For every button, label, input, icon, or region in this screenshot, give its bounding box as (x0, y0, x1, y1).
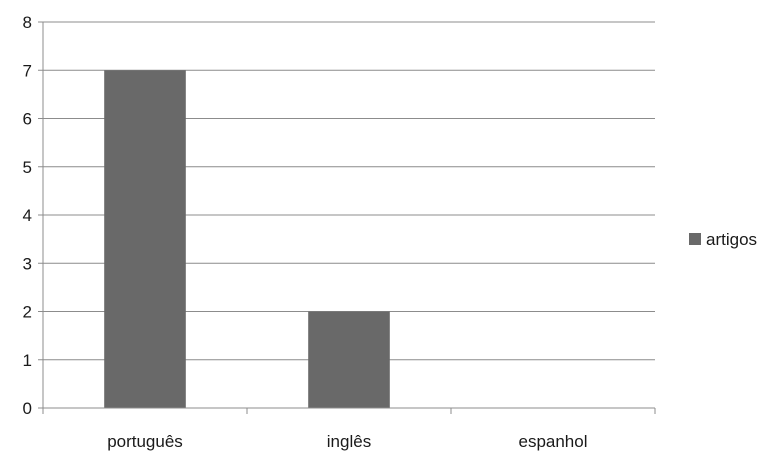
legend-swatch-artigos (689, 233, 701, 245)
y-tick-labels: 0 1 2 3 4 5 6 7 8 (23, 13, 32, 418)
y-tick-label: 2 (23, 303, 32, 322)
y-tick-label: 0 (23, 399, 32, 418)
y-tick-label: 8 (23, 13, 32, 32)
x-tick-label: inglês (327, 432, 371, 451)
axes (38, 21, 656, 414)
x-tick-label: português (107, 432, 183, 451)
x-tick-label: espanhol (518, 432, 587, 451)
y-tick-label: 1 (23, 351, 32, 370)
y-tick-label: 7 (23, 61, 32, 80)
legend-label-artigos: artigos (706, 230, 757, 249)
bar-0 (104, 70, 186, 408)
y-tick-label: 4 (23, 206, 32, 225)
legend: artigos (689, 230, 757, 249)
bars (104, 70, 390, 408)
y-tick-label: 3 (23, 254, 32, 273)
bar-1 (308, 311, 390, 408)
x-tick-labels: português inglês espanhol (107, 432, 587, 451)
y-tick-label: 6 (23, 110, 32, 129)
y-tick-label: 5 (23, 158, 32, 177)
